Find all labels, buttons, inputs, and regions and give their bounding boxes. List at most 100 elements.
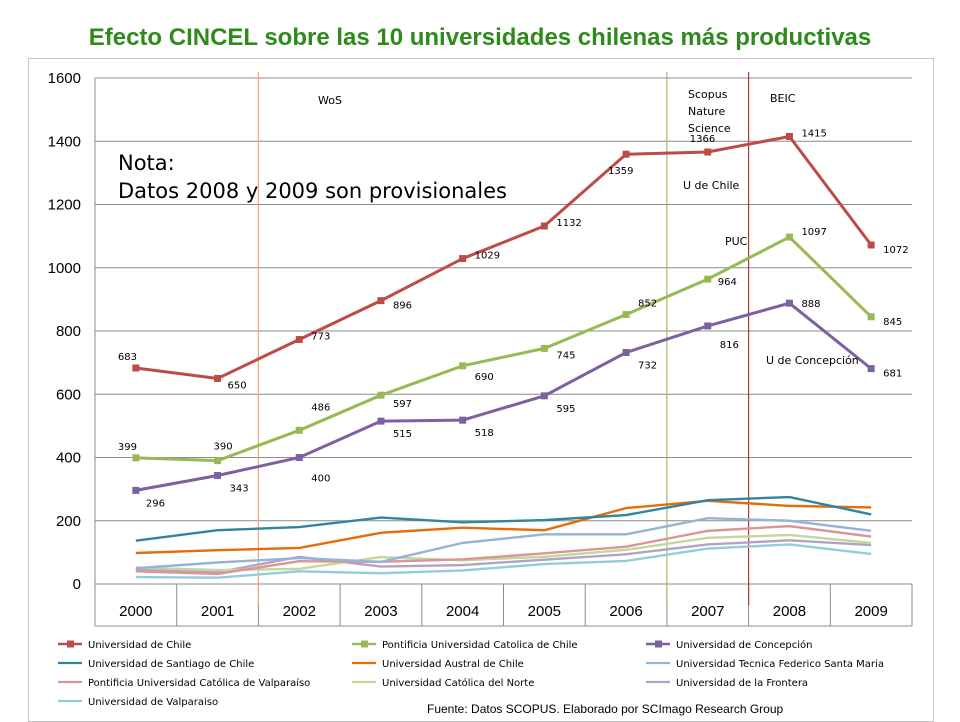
data-point [377,391,385,399]
chart-frame [28,58,934,722]
data-point [214,457,222,465]
source-note: Fuente: Datos SCOPUS. Elaborado por SCIm… [427,702,784,716]
data-point [459,362,467,370]
series-line [135,495,872,542]
data-label: 1072 [883,245,908,256]
data-label: 1415 [801,129,826,140]
data-label: 896 [393,301,412,312]
data-label: 1097 [801,227,826,238]
x-tick-label: 2003 [364,603,397,620]
data-label: 1132 [556,218,581,229]
legend-entry: Universidad de Valparaiso [88,697,218,708]
legend-entry: Universidad Católica del Norte [382,677,534,689]
y-tick-label: 1400 [48,133,81,150]
chart-title: Efecto CINCEL sobre las 10 universidades… [88,24,872,51]
data-label: 773 [311,332,330,343]
data-point [785,233,793,241]
series-line [135,543,872,579]
y-tick-label: 0 [73,576,81,593]
data-label: 690 [475,372,494,383]
data-label: 650 [228,380,247,391]
data-label: 296 [146,498,165,509]
x-tick-label: 2001 [201,603,234,620]
data-label: 400 [311,474,330,485]
data-point [132,364,140,372]
note-line-1: Nota: [118,151,175,175]
data-label: 681 [883,369,902,380]
data-point [377,417,385,425]
annotation-scopus: Nature [688,105,726,118]
y-tick-label: 400 [56,450,81,467]
x-tick-label: 2004 [446,603,479,620]
legend-entry: Universidad de Chile [88,640,191,651]
series-line [135,134,873,380]
data-label: 745 [556,350,575,361]
data-point [459,416,467,424]
series-line [135,235,873,463]
y-tick-label: 200 [56,513,81,530]
series-line [135,533,872,572]
data-point [459,255,467,263]
data-point [867,313,875,321]
legend-marker [361,640,368,648]
data-label: 1366 [690,134,715,145]
legend-entry: Universidad de la Frontera [676,678,808,689]
data-label: 964 [718,277,737,288]
data-label: 683 [118,352,137,363]
legend-entry: Universidad de Concepción [676,639,812,651]
legend-entry: Universidad Austral de Chile [382,659,524,670]
data-point [785,133,793,141]
annotation-beic: BEIC [770,92,796,105]
data-label: 518 [475,428,494,439]
data-point [867,365,875,373]
data-label: 845 [883,317,902,328]
data-point [540,392,548,400]
data-point [867,241,875,249]
annotation-u-de-chile: U de Chile [683,179,740,192]
data-point [704,322,712,330]
x-tick-label: 2000 [119,603,152,620]
y-tick-label: 1600 [48,70,81,87]
data-label: 486 [311,402,330,413]
data-label: 888 [801,299,820,310]
data-label: 1029 [475,251,500,262]
data-point [132,454,140,462]
data-point [704,275,712,283]
data-point [540,344,548,352]
data-point [622,349,630,357]
data-point [295,336,303,344]
data-label: 343 [230,484,249,495]
legend-entry: Pontificia Universidad Católica de Valpa… [88,677,310,689]
y-tick-label: 800 [56,323,81,340]
data-label: 597 [393,399,412,410]
data-point [295,426,303,434]
legend-entry: Universidad Tecnica Federico Santa Maria [676,659,884,670]
x-tick-label: 2002 [283,603,316,620]
y-tick-label: 1000 [48,260,81,277]
annotation-wos: WoS [318,94,342,107]
x-tick-label: 2005 [528,603,561,620]
data-point [132,486,140,494]
x-tick-label: 2009 [854,603,887,620]
data-label: 515 [393,429,412,440]
data-label: 816 [720,340,739,351]
data-point [785,299,793,307]
data-point [704,148,712,156]
y-tick-label: 600 [56,386,81,403]
x-tick-label: 2007 [691,603,724,620]
data-label: 732 [638,361,657,372]
data-point [295,454,303,461]
data-point [540,222,548,230]
series-line [135,517,872,570]
data-point [214,374,222,382]
data-point [622,150,630,158]
legend-entry: Pontificia Universidad Catolica de Chile [382,640,578,651]
data-label: 852 [638,299,657,310]
data-label: 595 [556,404,575,415]
data-label: 390 [214,442,233,453]
note-line-2: Datos 2008 y 2009 son provisionales [118,179,507,203]
annotation-scopus: Science [688,122,731,135]
legend-entry: Universidad de Santiago de Chile [88,659,254,670]
legend-marker [655,640,662,648]
